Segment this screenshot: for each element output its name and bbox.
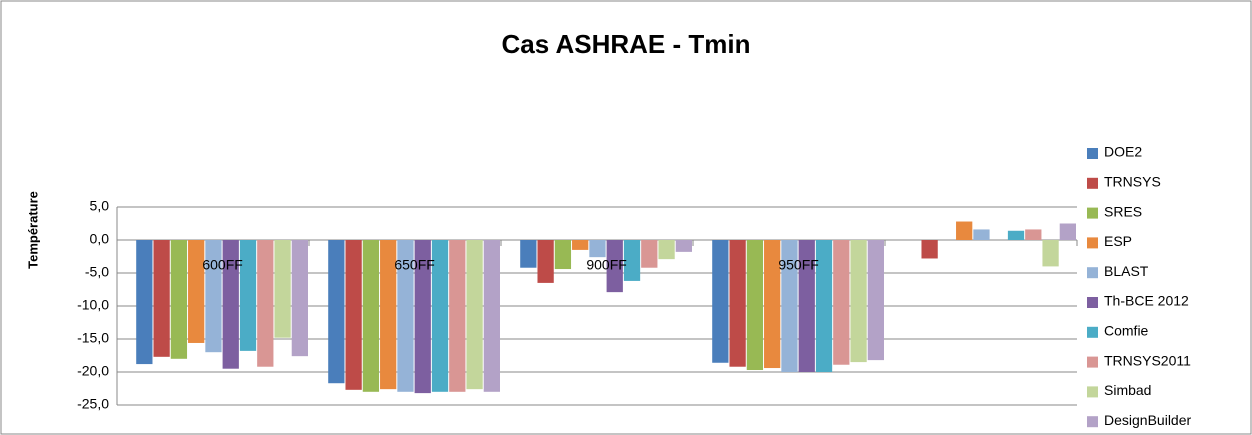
bar [764,240,781,369]
bar [222,240,239,369]
y-axis-title: Température [25,191,40,269]
bar [1025,229,1042,240]
bar [397,240,414,392]
legend-swatch [1087,267,1098,279]
bar [205,240,222,353]
y-tick-label: -25,0 [77,396,109,412]
legend-swatch [1087,356,1098,368]
x-tick-label: 950FF [778,257,818,273]
legend-label: Th-BCE 2012 [1104,293,1189,309]
y-tick-label: 0,0 [90,231,110,247]
legend-swatch [1087,207,1098,219]
legend-swatch [1087,386,1098,398]
y-tick-label: -10,0 [77,297,109,313]
bar [867,240,884,361]
bar [537,240,554,283]
bar [520,240,537,268]
bar [1042,240,1059,267]
bar [712,240,729,363]
bar [170,240,188,359]
x-tick-label: 650FF [394,257,434,273]
bar [850,240,867,363]
bar [153,240,170,357]
bar [781,240,798,372]
bar [572,240,589,250]
chart-title: Cas ASHRAE - Tmin [502,29,751,59]
bar [188,240,205,343]
bar [274,240,291,338]
legend-label: BLAST [1104,263,1149,279]
legend-label: TRNSYS [1104,174,1161,190]
bar [136,240,153,365]
bar [675,240,692,252]
bar [257,240,274,367]
legend-label: SRES [1104,203,1142,219]
bar [554,240,572,270]
bar [658,240,675,260]
bar [641,240,658,268]
y-tick-label: -5,0 [85,264,109,280]
y-tick-label: -20,0 [77,363,109,379]
bar [483,240,500,392]
bar [449,240,466,392]
bar [380,240,397,390]
bar [833,240,850,365]
bar [328,240,345,384]
legend-label: Comfie [1104,323,1149,339]
bar [973,229,990,240]
bar [414,240,431,394]
y-tick-label: -15,0 [77,330,109,346]
legend-label: ESP [1104,233,1132,249]
bar [1007,230,1025,240]
bar [729,240,746,367]
x-tick-label: 600FF [202,257,242,273]
legend-label: DesignBuilder [1104,412,1191,428]
y-tick-label: 5,0 [90,198,110,214]
legend-label: DOE2 [1104,144,1142,160]
legend-swatch [1087,416,1098,428]
bar [956,221,973,240]
legend-swatch [1087,326,1098,338]
bar [431,240,449,392]
legend-label: Simbad [1104,382,1151,398]
bar [239,240,257,351]
bar [798,240,815,372]
x-tick-label: 900FF [586,257,626,273]
bar [815,240,833,372]
legend-swatch [1087,297,1098,308]
bar [466,240,483,390]
bar [345,240,362,390]
bar [1059,223,1076,240]
bar [921,240,938,259]
bar [606,240,623,293]
bar [623,240,641,281]
bar [362,240,380,392]
legend-swatch [1087,237,1098,249]
bar [589,240,606,258]
legend-swatch [1087,177,1098,189]
legend-swatch [1087,148,1098,159]
legend-label: TRNSYS2011 [1104,352,1191,368]
bar [291,240,308,357]
bar [746,240,764,371]
